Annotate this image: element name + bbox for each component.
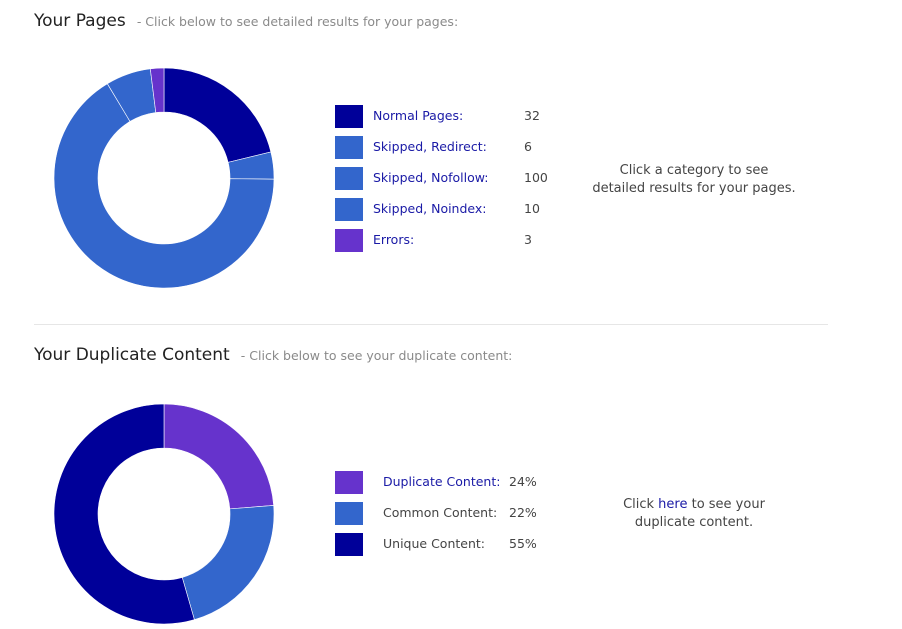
- pages-section-title: Your Pages - Click below to see detailed…: [34, 11, 458, 31]
- legend-swatch: [335, 167, 363, 190]
- legend-value: 24%: [509, 474, 537, 489]
- legend-value: 10: [524, 201, 540, 216]
- legend-swatch: [335, 471, 363, 494]
- duplicates-hint-line2: duplicate content.: [634, 515, 754, 530]
- legend-swatch: [335, 229, 363, 252]
- duplicates-legend: Duplicate Content: 24% Common Content: 22% U…: [335, 471, 575, 561]
- duplicates-hint: Click here to see your duplicate content…: [580, 496, 808, 532]
- legend-label[interactable]: Normal Pages:: [373, 108, 464, 123]
- pages-hint-line1: Click a category to see: [619, 163, 769, 178]
- donut-slice-errors[interactable]: [149, 67, 165, 113]
- legend-swatch: [335, 105, 363, 128]
- legend-swatch: [335, 198, 363, 221]
- pages-title: Your Pages: [34, 11, 126, 31]
- duplicates-title: Your Duplicate Content: [34, 345, 230, 365]
- duplicates-hint-line1: Click here to see your: [580, 496, 808, 514]
- legend-value: 55%: [509, 536, 537, 551]
- pages-hint-line2: detailed results for your pages.: [592, 181, 796, 196]
- donut-slice-skipped-nofollow[interactable]: [53, 83, 275, 289]
- duplicates-donut-chart[interactable]: [52, 402, 276, 626]
- section-divider: [34, 324, 828, 325]
- legend-label[interactable]: Skipped, Redirect:: [373, 139, 487, 154]
- legend-value: 22%: [509, 505, 537, 520]
- donut-slice-duplicate-content[interactable]: [163, 403, 274, 510]
- duplicates-here-link[interactable]: here: [658, 497, 688, 512]
- pages-legend: Normal Pages: 32 Skipped, Redirect: 6 Skippe…: [335, 105, 575, 265]
- legend-label[interactable]: Errors:: [373, 232, 415, 247]
- pages-subtitle: - Click below to see detailed results fo…: [136, 14, 459, 29]
- duplicates-hint-pre: Click: [623, 497, 659, 512]
- legend-swatch: [335, 502, 363, 525]
- legend-value: 6: [524, 139, 532, 154]
- duplicates-section-title: Your Duplicate Content - Click below to …: [34, 345, 512, 365]
- legend-label[interactable]: Skipped, Nofollow:: [373, 170, 489, 185]
- legend-swatch: [335, 533, 363, 556]
- duplicates-hint-post: to see your: [687, 497, 765, 512]
- pages-donut-chart[interactable]: [52, 66, 276, 290]
- donut-slice-common-content[interactable]: [181, 505, 275, 621]
- duplicates-subtitle: - Click below to see your duplicate cont…: [240, 348, 513, 363]
- donut-slice-unique-content[interactable]: [53, 403, 195, 625]
- legend-value: 3: [524, 232, 532, 247]
- legend-swatch: [335, 136, 363, 159]
- legend-value: 32: [524, 108, 540, 123]
- legend-value: 100: [524, 170, 548, 185]
- legend-label: Common Content:: [383, 505, 498, 520]
- legend-label: Unique Content:: [383, 536, 485, 551]
- legend-label[interactable]: Duplicate Content:: [383, 474, 501, 489]
- donut-slice-normal-pages[interactable]: [163, 67, 272, 163]
- pages-hint: Click a category to see detailed results…: [580, 162, 808, 198]
- legend-label[interactable]: Skipped, Noindex:: [373, 201, 487, 216]
